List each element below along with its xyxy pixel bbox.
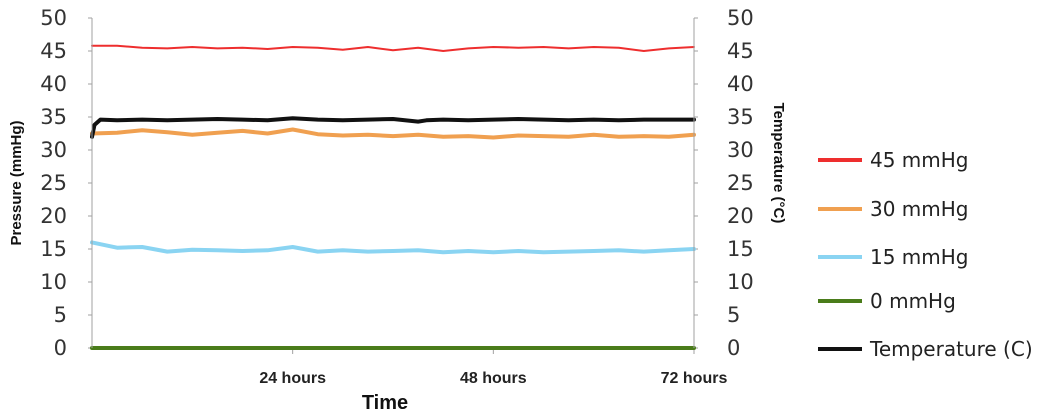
y-tick-label-left: 10 — [40, 270, 67, 294]
y-tick-label-left: 20 — [40, 204, 67, 228]
y-tick-label-right: 25 — [727, 171, 754, 195]
legend-label: 45 mmHg — [870, 148, 969, 172]
x-axis-title: Time — [362, 392, 408, 414]
y-tick-label-left: 50 — [40, 6, 67, 30]
right-axis-ticks: 0 5 10 15 20 25 30 35 40 45 50 — [694, 6, 754, 360]
series-line-15-mmhg — [90, 240, 696, 255]
legend-label: Temperature (C) — [869, 337, 1033, 361]
series-line-45-mmhg — [91, 44, 695, 52]
series-line-temperature-c — [90, 116, 696, 139]
y-tick-label-left: 5 — [54, 303, 67, 327]
y-tick-label-right: 10 — [727, 270, 754, 294]
y-tick-label-right: 50 — [727, 6, 754, 30]
x-axis-ticks: 24 hours 48 hours 72 hours — [259, 348, 727, 387]
y-axis-title-left: Pressure (mmHg) — [8, 120, 25, 245]
legend: 45 mmHg 30 mmHg 15 mmHg 0 mmHg Temperature (… — [818, 148, 1033, 361]
y-tick-label-left: 0 — [54, 336, 67, 360]
y-tick-label-right: 5 — [727, 303, 740, 327]
series-line-30-mmhg — [90, 127, 696, 140]
legend-label: 0 mmHg — [870, 289, 956, 313]
y-axis-title-right: Temperature (°C) — [770, 103, 787, 224]
y-tick-label-left: 25 — [40, 171, 67, 195]
y-tick-label-right: 20 — [727, 204, 754, 228]
y-tick-label-left: 45 — [40, 39, 67, 63]
y-tick-label-right: 30 — [727, 138, 754, 162]
y-tick-label-left: 30 — [40, 138, 67, 162]
y-tick-label-left: 15 — [40, 237, 67, 261]
y-tick-label-left: 35 — [40, 105, 67, 129]
x-tick-label: 24 hours — [259, 370, 326, 387]
legend-label: 15 mmHg — [870, 245, 969, 269]
y-tick-label-right: 15 — [727, 237, 754, 261]
y-tick-label-right: 35 — [727, 105, 754, 129]
x-tick-label: 72 hours — [661, 370, 728, 387]
legend-label: 30 mmHg — [870, 197, 969, 221]
y-tick-label-left: 40 — [40, 72, 67, 96]
left-axis-ticks: 0 5 10 15 20 25 30 35 40 45 50 — [40, 6, 92, 360]
y-tick-label-right: 40 — [727, 72, 754, 96]
x-tick-label: 48 hours — [460, 370, 527, 387]
y-tick-label-right: 0 — [727, 336, 740, 360]
y-tick-label-right: 45 — [727, 39, 754, 63]
series-layer — [90, 44, 696, 350]
